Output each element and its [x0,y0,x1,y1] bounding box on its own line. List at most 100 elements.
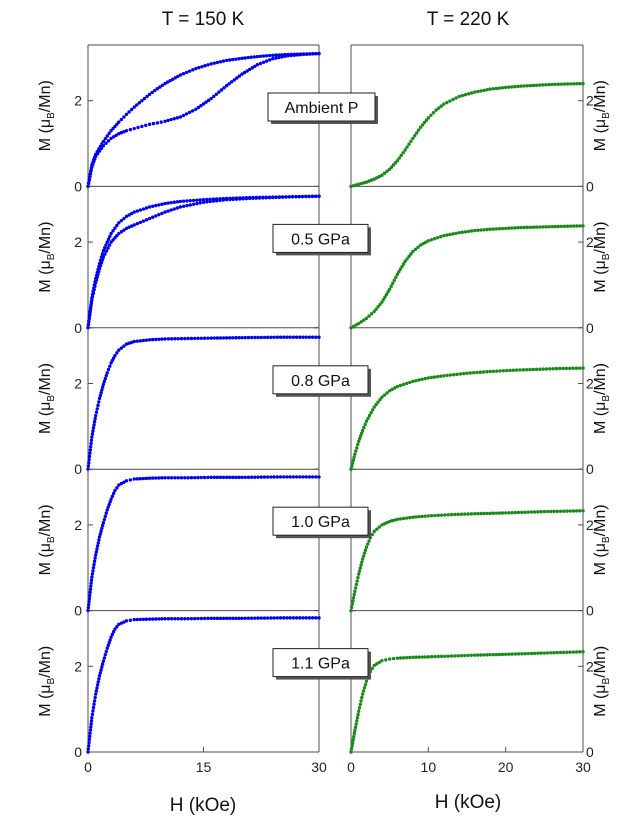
data-point [420,514,424,519]
data-point [169,617,174,621]
data-point [298,475,302,479]
data-point [565,224,570,228]
data-point [277,195,282,199]
data-point [132,126,136,131]
data-point [244,196,249,201]
data-point [360,692,365,696]
data-point [521,368,526,372]
data-point [507,652,511,656]
data-point [304,475,308,479]
data-point [119,117,124,122]
data-point [144,476,149,481]
data-point [439,374,443,378]
data-point [284,195,288,199]
data-point [357,572,361,576]
data-point [101,139,106,144]
data-point [124,214,129,219]
data-point [485,370,489,374]
data-point [469,91,474,95]
data-point [301,616,305,620]
data-point [86,464,91,468]
data-point [87,178,91,182]
data-point [115,351,119,355]
x-tick-label: 20 [498,759,514,775]
data-point [392,278,397,282]
data-point [531,367,535,372]
data-point [99,668,103,672]
data-point [255,54,260,59]
data-point [454,96,458,100]
data-point [202,616,207,621]
data-point [448,232,452,237]
data-point [97,535,102,539]
data-point [122,480,126,484]
data-point [89,438,94,442]
data-point [553,224,557,229]
data-point [522,225,526,230]
data-point [432,375,437,379]
data-point [288,335,292,339]
data-point [294,616,299,620]
data-point [201,200,206,204]
data-point [435,236,440,240]
data-point [360,428,365,433]
data-point [568,366,572,371]
data-point [144,218,149,222]
data-point [196,616,200,621]
data-point [400,264,404,269]
data-point [175,206,180,210]
y-axis-label: M (μB/Mn) [592,80,612,151]
data-point [86,323,91,327]
data-point [414,655,418,659]
data-point [264,59,269,63]
data-point [466,653,470,658]
data-point [102,517,107,522]
data-point [215,336,220,340]
data-point [235,76,239,80]
data-point [457,230,461,235]
data-point [87,316,91,321]
series-1 [86,616,321,754]
data-point [449,654,454,658]
right-x-axis-label: H (kOe) [435,792,502,813]
data-point [362,551,367,555]
data-point [403,148,407,152]
data-point [108,500,112,504]
data-point [354,183,358,187]
data-point [568,509,572,513]
data-point [577,366,582,370]
data-point [157,476,161,480]
data-point [128,478,133,482]
data-point [100,252,105,256]
data-point [224,58,229,63]
data-point [482,228,486,232]
data-point [234,475,238,480]
data-point [360,695,364,700]
data-point [154,203,158,208]
data-point [95,275,99,279]
data-point [88,587,93,592]
data-point [355,579,359,583]
y-tick-label: 0 [586,178,594,194]
data-point [423,514,427,518]
data-point [358,436,362,441]
data-point [178,115,183,119]
data-point [89,722,93,726]
y-axis-label: M (μB/Mn) [37,80,57,151]
data-point [160,202,164,206]
data-point [556,82,560,86]
series-1 [86,194,321,330]
data-point [488,87,492,91]
data-point [147,476,152,480]
data-point [414,515,418,519]
data-point [372,405,376,409]
data-point [124,342,129,346]
data-point [268,58,272,62]
y-tick-label: 0 [74,320,82,336]
data-point [445,100,449,105]
data-point [256,335,260,340]
data-point [183,476,187,480]
data-point [354,582,359,587]
data-point [203,64,207,68]
data-point [88,451,92,455]
